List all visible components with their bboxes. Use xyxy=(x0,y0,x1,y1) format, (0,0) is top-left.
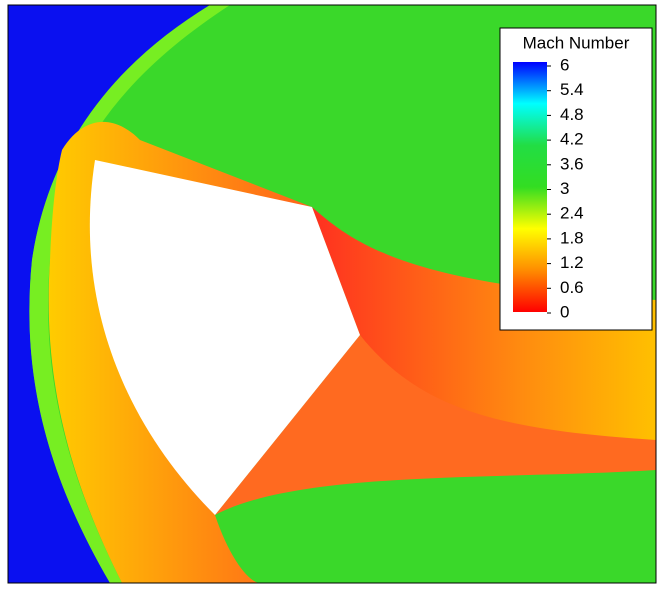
colorbar-tick-label: 3 xyxy=(560,179,569,198)
colorbar-tick-label: 4.2 xyxy=(560,130,584,149)
colorbar-tick-label: 5.4 xyxy=(560,80,584,99)
colorbar-tick-label: 4.8 xyxy=(560,105,584,124)
legend: Mach Number 6 5.4 4.8 4.2 3.6 3 2.4 1.8 1.2 0.6 0 xyxy=(500,28,652,330)
colorbar-tick-label: 3.6 xyxy=(560,154,584,173)
chart: Mach Number 6 5.4 4.8 4.2 3.6 3 2.4 1.8 1.2 0.6 0 xyxy=(0,0,659,590)
legend-title: Mach Number xyxy=(523,33,630,52)
colorbar-tick-label: 6 xyxy=(560,55,569,74)
colorbar-tick-label: 0 xyxy=(560,302,569,321)
colorbar-tick-label: 1.2 xyxy=(560,253,584,272)
colorbar xyxy=(513,62,547,312)
colorbar-tick-label: 2.4 xyxy=(560,204,584,223)
colorbar-tick-label: 0.6 xyxy=(560,278,584,297)
colorbar-tick-label: 1.8 xyxy=(560,228,584,247)
